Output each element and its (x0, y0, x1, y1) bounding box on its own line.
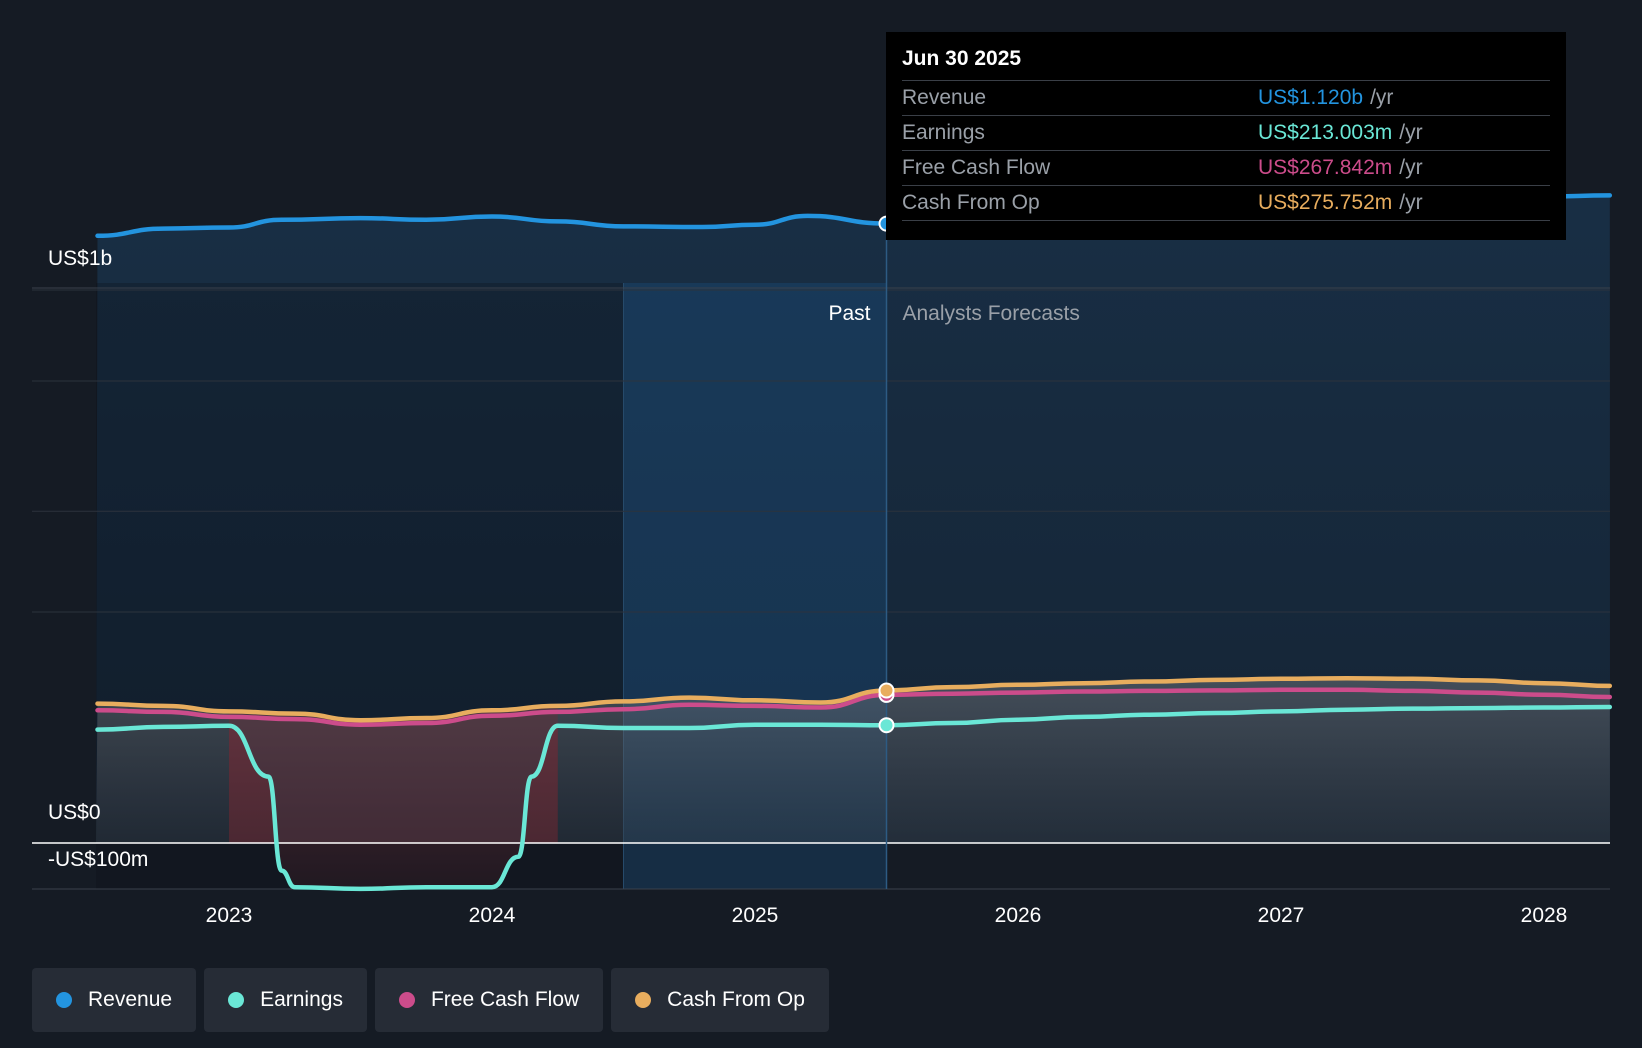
x-tick-label: 2028 (1521, 904, 1568, 927)
tooltip-row-earnings: Earnings US$213.003m /yr (902, 115, 1550, 150)
y-tick-label: -US$100m (48, 848, 148, 871)
earnings-negative-area (229, 725, 558, 889)
forecast-label: Analysts Forecasts (903, 302, 1080, 325)
tooltip-unit: /yr (1399, 156, 1423, 179)
tooltip-label: Cash From Op (902, 191, 1040, 214)
legend-dot-icon (635, 992, 652, 1008)
x-tick-label: 2026 (995, 904, 1042, 927)
x-tick-label: 2025 (732, 904, 779, 927)
tooltip-label: Free Cash Flow (902, 156, 1051, 179)
y-tick-label: US$1b (48, 247, 112, 270)
tooltip-value: US$1.120b (1258, 86, 1364, 109)
tooltip-row-revenue: Revenue US$1.120b /yr (902, 80, 1550, 115)
chart-legend: Revenue Earnings Free Cash Flow Cash Fro… (32, 968, 837, 1032)
y-tick-label: US$0 (48, 801, 101, 824)
point-cash-from-op (878, 682, 895, 699)
tooltip-row-free-cash-flow: Free Cash Flow US$267.842m /yr (902, 150, 1550, 185)
chart-tooltip: Jun 30 2025 Revenue US$1.120b /yr Earnin… (886, 32, 1566, 240)
tooltip-row-cash-from-op: Cash From Op US$275.752m /yr (902, 185, 1550, 221)
legend-dot-icon (56, 992, 72, 1008)
legend-label: Revenue (88, 988, 173, 1011)
tooltip-value: US$275.752m (1258, 191, 1393, 214)
x-tick-label: 2024 (469, 904, 516, 927)
x-tick-label: 2027 (1258, 904, 1305, 927)
legend-label: Free Cash Flow (430, 988, 580, 1011)
legend-label: Earnings (260, 988, 343, 1011)
legend-dot-icon (228, 992, 245, 1008)
series-line-cash-from-op (95, 675, 1613, 723)
legend-label: Cash From Op (667, 988, 805, 1011)
legend-item-free-cash-flow[interactable]: Free Cash Flow (374, 968, 604, 1032)
legend-dot-icon (398, 992, 415, 1008)
tooltip-unit: /yr (1399, 121, 1423, 144)
tooltip-unit: /yr (1370, 86, 1394, 109)
tooltip-label: Earnings (902, 121, 985, 144)
tooltip-unit: /yr (1399, 191, 1423, 214)
past-label: Past (828, 302, 870, 325)
legend-item-revenue[interactable]: Revenue (32, 968, 197, 1032)
cash-from-op-area (96, 678, 1610, 843)
tooltip-date: Jun 30 2025 (902, 47, 1022, 70)
point-earnings (878, 717, 895, 734)
legend-item-earnings[interactable]: Earnings (204, 968, 367, 1032)
series-line-free-cash-flow (95, 687, 1613, 727)
tooltip-label: Revenue (902, 86, 987, 109)
legend-item-cash-from-op[interactable]: Cash From Op (611, 968, 829, 1032)
earnings-dip-shade (229, 705, 558, 843)
x-tick-label: 2023 (206, 904, 253, 927)
tooltip-value: US$213.003m (1258, 121, 1393, 144)
tooltip-value: US$267.842m (1258, 156, 1393, 179)
series-line-earnings (95, 704, 1613, 892)
